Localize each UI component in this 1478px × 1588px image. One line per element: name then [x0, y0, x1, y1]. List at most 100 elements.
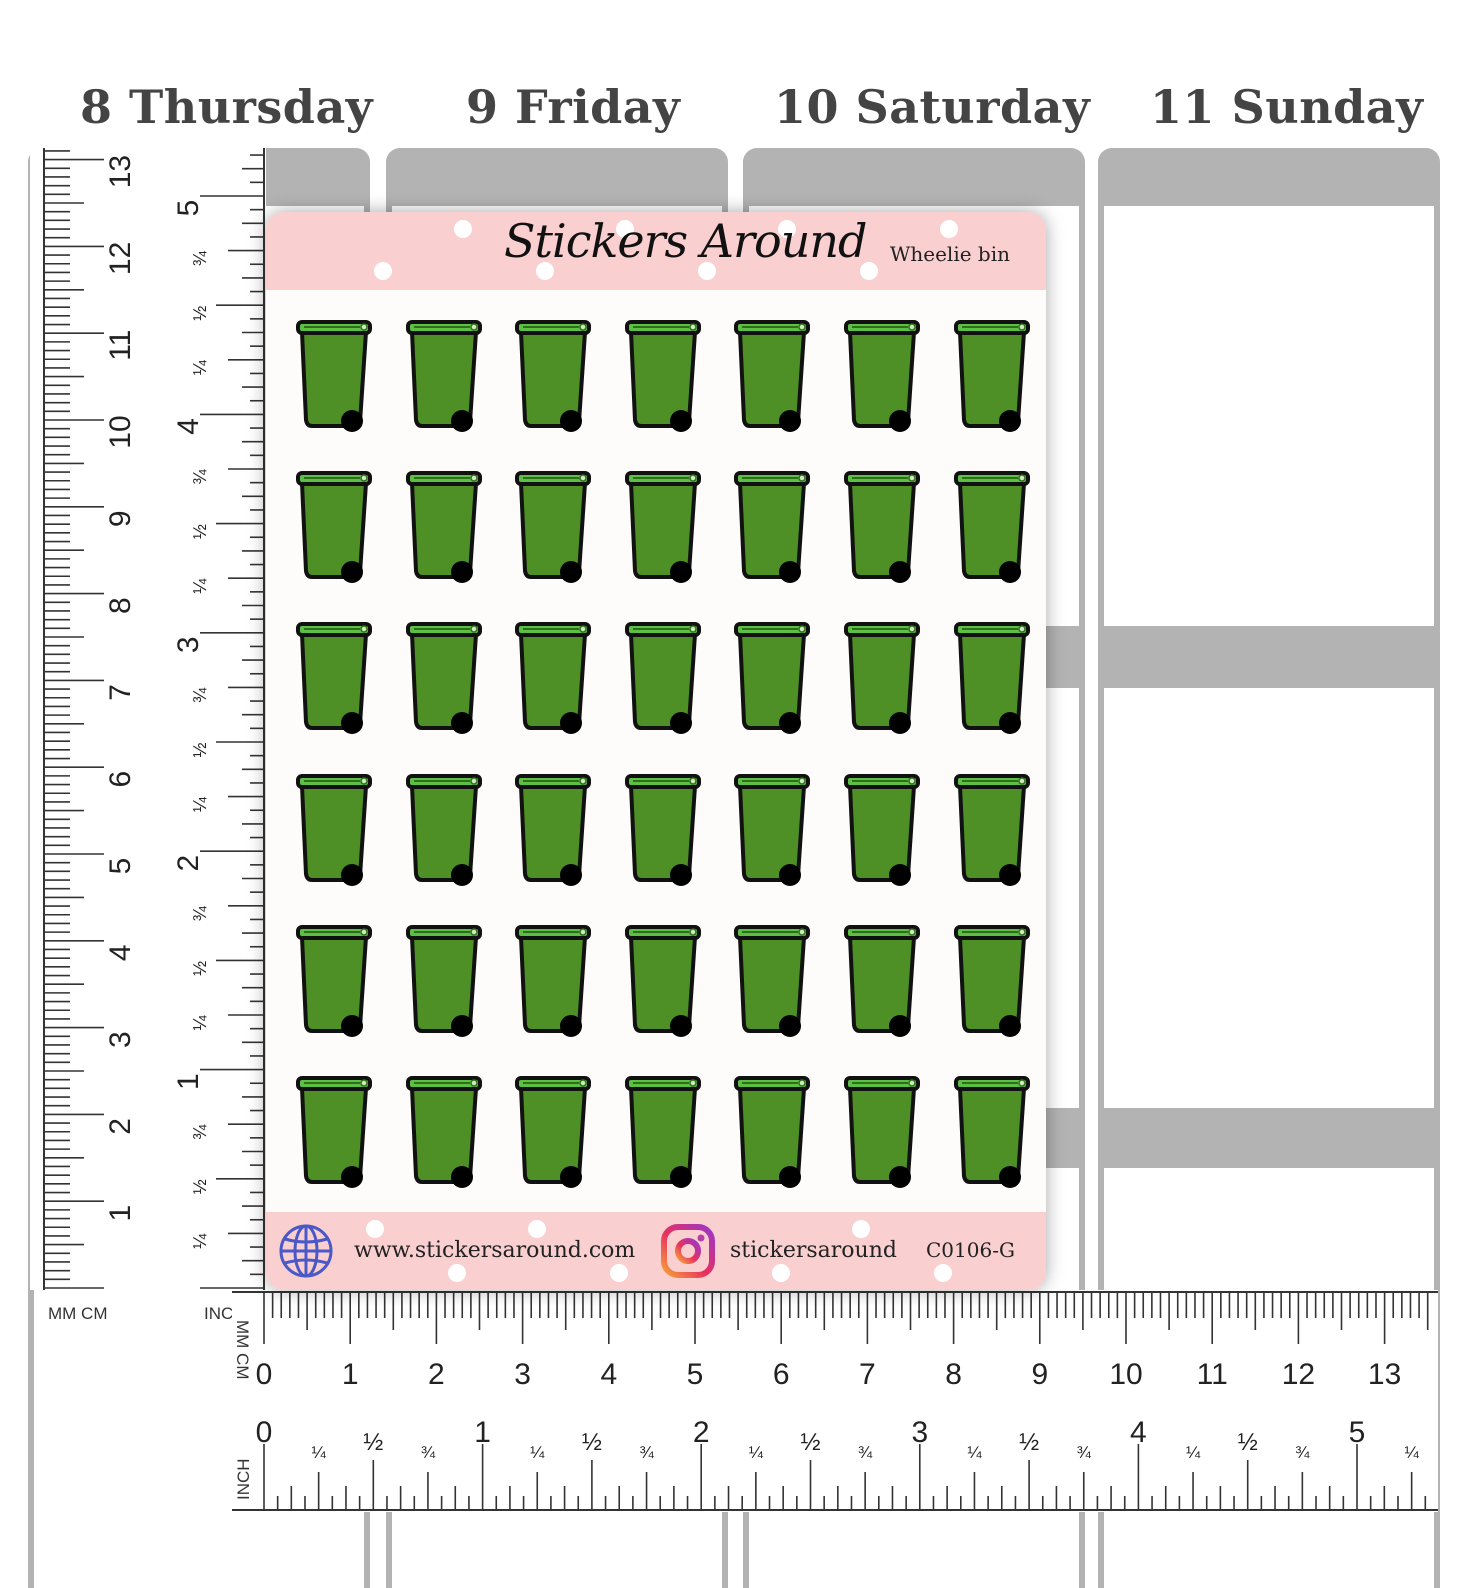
decor-dot: [528, 1220, 546, 1238]
ruler-cm-number: 10: [1109, 1358, 1142, 1391]
ruler-cm-number: 7: [859, 1358, 876, 1391]
instagram-handle[interactable]: stickersaround: [730, 1238, 897, 1263]
sheet-name: Wheelie bin: [889, 242, 1010, 266]
ruler-cm-number: 6: [773, 1358, 790, 1391]
planner-box: [1104, 688, 1434, 1108]
ruler-fraction-label: ¼: [530, 1443, 545, 1462]
ruler-cm-number: 9: [1031, 1358, 1048, 1391]
ruler-cm-number: 1: [342, 1358, 359, 1391]
ruler-fraction-label: ½: [1238, 1429, 1258, 1456]
ruler-fraction-label: ½: [190, 742, 210, 757]
ruler-fraction-label: ½: [800, 1429, 820, 1456]
ruler-cm-number: 13: [1368, 1358, 1401, 1391]
ruler-fraction-label: ¾: [190, 687, 210, 703]
wheelie-bin-icon: [953, 1076, 1030, 1188]
decor-dot: [934, 1264, 952, 1282]
wheelie-bin-icon: [405, 773, 482, 886]
wheelie-bin-icon: [624, 320, 701, 432]
wheelie-bin-icon: [844, 773, 920, 886]
wheelie-bin-icon: [624, 622, 701, 735]
ruler-inch-number: 0: [256, 1416, 273, 1449]
wheelie-bin-icon: [405, 471, 482, 584]
decor-dot: [860, 262, 878, 280]
ruler-cm-number: 4: [600, 1358, 617, 1391]
sheet-footer: www.stickersaround.com stickersaround C0…: [266, 1212, 1046, 1290]
wheelie-bin-icon: [515, 1076, 592, 1188]
decor-dot: [778, 220, 796, 238]
ruler-inch-number: 4: [172, 418, 205, 435]
decor-dot: [374, 262, 392, 280]
wheelie-bin-icon: [953, 924, 1030, 1037]
planner-box: [1104, 206, 1434, 626]
ruler-fraction-label: ½: [190, 961, 210, 976]
decor-dot: [454, 220, 472, 238]
wheelie-bin-icon: [844, 320, 920, 432]
wheelie-bin-icon: [624, 773, 701, 886]
day-header-sunday: 11 Sunday: [1150, 80, 1424, 134]
ruler-inch-number: 2: [172, 855, 205, 872]
ruler-fraction-label: ¼: [190, 1233, 210, 1249]
day-header-saturday: 10 Saturday: [774, 80, 1091, 134]
wheelie-bin-icon: [515, 773, 592, 886]
decor-dot: [698, 262, 716, 280]
decor-dot: [610, 1264, 628, 1282]
wheelie-bin-icon: [953, 773, 1030, 886]
wheelie-bin-icon: [734, 320, 811, 432]
ruler-fraction-label: ¾: [421, 1443, 436, 1462]
ruler-cm-number: 11: [1197, 1358, 1228, 1391]
ruler-mm-cm-label: MM CM: [48, 1304, 108, 1323]
ruler-cm-number: 12: [1282, 1358, 1315, 1391]
ruler-fraction-label: ¾: [858, 1443, 873, 1462]
wheelie-bin-icon: [844, 924, 920, 1037]
day-header-thursday: 8 Thursday: [80, 80, 373, 134]
wheelie-bin-icon: [296, 471, 372, 584]
decor-dot: [940, 220, 958, 238]
instagram-icon: [661, 1224, 715, 1278]
ruler-cm-number: 7: [104, 684, 137, 701]
ruler-fraction-label: ¾: [639, 1443, 654, 1462]
ruler-cm-number: 5: [687, 1358, 704, 1391]
ruler-cm-number: 5: [104, 858, 137, 875]
wheelie-bin-icon: [953, 471, 1030, 584]
day-header-friday: 9 Friday: [466, 80, 681, 134]
wheelie-bin-icon: [296, 1076, 372, 1188]
ruler-fraction-label: ¼: [190, 359, 210, 375]
ruler-inch-number: 3: [911, 1416, 928, 1449]
ruler-inch-number: 1: [474, 1416, 491, 1449]
ruler-fraction-label: ¾: [190, 1124, 210, 1140]
ruler-cm-number: 0: [256, 1358, 273, 1391]
ruler-fraction-label: ¾: [190, 905, 210, 921]
wheelie-bin-icon: [953, 320, 1030, 432]
ruler-cm-number: 8: [945, 1358, 962, 1391]
wheelie-bin-icon: [734, 773, 811, 886]
ruler-cm-number: 10: [104, 415, 137, 448]
ruler-fraction-label: ¾: [190, 250, 210, 266]
ruler-inch-number: 5: [1349, 1416, 1366, 1449]
ruler-cm-number: 2: [428, 1358, 445, 1391]
website-text[interactable]: www.stickersaround.com: [354, 1238, 636, 1263]
ruler-cm-number: 13: [104, 155, 137, 188]
wheelie-bin-icon: [515, 924, 592, 1037]
ruler-cm-number: 8: [104, 597, 137, 614]
ruler-cm-number: 9: [104, 510, 137, 527]
ruler-fraction-label: ½: [190, 1179, 210, 1194]
globe-icon: [279, 1224, 333, 1278]
ruler-fraction-label: ¾: [1295, 1443, 1310, 1462]
ruler-fraction-label: ¼: [190, 1015, 210, 1031]
wheelie-bin-icon: [405, 622, 482, 735]
wheelie-bin-icon: [405, 1076, 482, 1188]
ruler-cm-number: 3: [514, 1358, 531, 1391]
ruler-inch-number: 2: [693, 1416, 710, 1449]
wheelie-bin-icon: [296, 320, 372, 432]
ruler-fraction-label: ½: [1019, 1429, 1039, 1456]
product-code: C0106-G: [926, 1238, 1015, 1262]
ruler-fraction-label: ½: [363, 1429, 383, 1456]
wheelie-bin-icon: [296, 622, 372, 735]
wheelie-bin-icon: [296, 924, 372, 1037]
ruler-cm-number: 6: [104, 771, 137, 788]
ruler-cm-number: 12: [104, 242, 137, 275]
ruler-fraction-label: ¼: [967, 1443, 982, 1462]
wheelie-bin-icon: [515, 471, 592, 584]
decor-dot: [852, 1220, 870, 1238]
